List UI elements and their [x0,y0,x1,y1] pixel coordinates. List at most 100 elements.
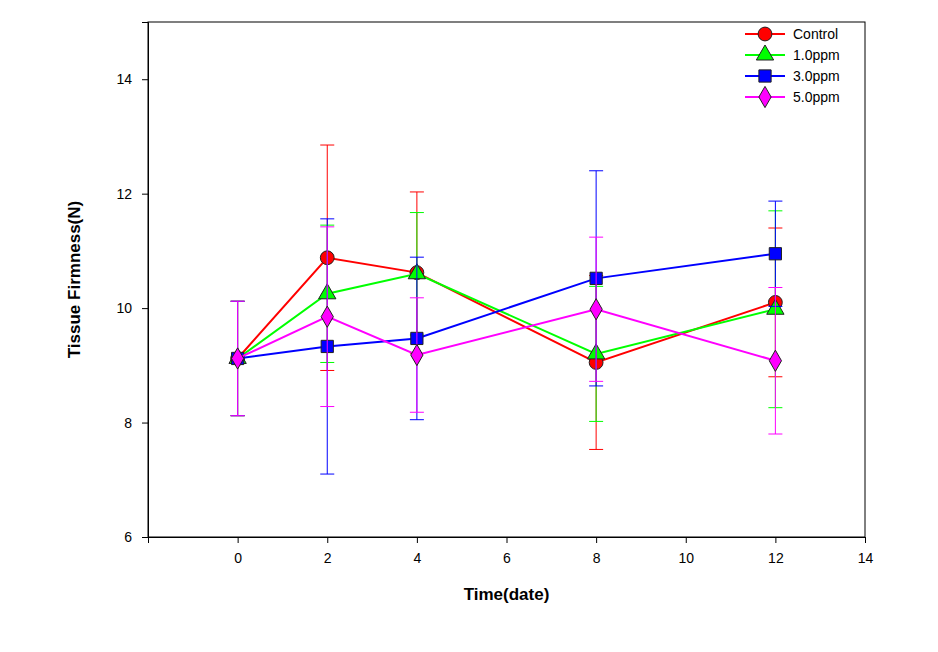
legend-marker [759,86,771,107]
x-tick-label: 14 [858,550,874,566]
error-bar-cap [768,434,782,435]
x-tick: 8 [593,537,601,566]
legend-label: 5.0ppm [793,89,840,105]
x-tick-label: 12 [768,550,784,566]
y-tick: 12 [116,186,148,202]
y-axis: 6 8 10 12 14 [116,23,148,545]
error-bar-cap [231,415,245,416]
error-bar-cap [231,415,245,416]
error-bar [410,257,424,420]
error-bar [320,219,334,474]
error-bar [320,227,334,407]
error-bar-cap [231,301,245,302]
x-tick-label: 10 [678,550,694,566]
marker [769,248,781,260]
error-bar-cap [768,287,782,288]
x-tick: 0 [234,537,242,566]
y-tick-label: 6 [124,529,132,545]
x-tick-mark [327,537,328,543]
x-tick: 6 [503,537,511,566]
series [231,145,783,449]
error-bar-stem [327,219,328,474]
error-bar [589,237,603,381]
legend-marker [758,27,772,41]
marker [590,299,602,320]
error-bar-cap [589,449,603,450]
marker [411,344,423,365]
x-tick-label: 2 [324,550,332,566]
error-bar-cap [320,474,334,475]
legend-item: Control [745,26,838,42]
x-tick-mark [238,537,239,543]
error-bar-cap [410,412,424,413]
error-bar-cap [231,415,245,416]
legend-label: Control [793,26,838,42]
y-axis-line [142,23,149,538]
error-bar-cap [768,201,782,202]
x-axis: 0 2 4 6 8 10 12 14 [149,537,874,566]
error-bar-stem [596,171,597,386]
chart: 0 2 4 6 8 10 12 14 6 8 10 12 14 Control 1.0ppm 3.0ppm 5.… [0,0,938,652]
error-bar-cap [589,381,603,382]
legend-item: 3.0ppm [745,68,840,84]
x-axis-line [149,538,866,544]
error-bar-cap [320,145,334,146]
y-tick-label: 12 [116,186,132,202]
x-tick-label: 6 [503,550,511,566]
error-bar-cap [410,212,424,213]
plot: 0 2 4 6 8 10 12 14 6 8 10 12 14 Control 1.0ppm 3.0ppm 5.… [116,22,873,566]
y-tick-label: 14 [116,71,132,87]
error-bar-cap [320,218,334,219]
error-bar [231,301,245,415]
x-tick-mark [417,537,418,543]
y-tick-mark [142,537,148,538]
y-tick-mark [142,194,148,195]
series-line [238,309,776,361]
x-tick: 14 [858,537,874,566]
y-tick-mark [142,79,148,80]
y-tick-mark [142,308,148,309]
marker [769,350,781,371]
series-line [238,254,776,359]
error-bar-cap [320,226,334,227]
error-bar [589,171,603,386]
error-bar-cap [410,257,424,258]
y-axis-title: Tissue Firmness(N) [65,201,84,358]
error-bar [231,301,245,415]
error-bar [231,301,245,415]
error-bar-cap [320,406,334,407]
legend-label: 3.0ppm [793,68,840,84]
error-bar [410,298,424,412]
series [229,211,784,422]
data-area [229,145,784,474]
x-tick: 12 [768,537,784,566]
x-tick: 10 [678,537,694,566]
x-tick: 4 [413,537,421,566]
plot-frame [148,22,865,537]
legend-marker [759,70,771,82]
legend-item: 1.0ppm [745,45,840,63]
error-bar-cap [410,419,424,420]
y-tick: 10 [116,300,148,316]
x-tick-mark [686,537,687,543]
legend-label: 1.0ppm [793,47,840,63]
error-bar [231,301,245,415]
y-tick: 6 [124,529,148,545]
x-tick-mark [865,537,866,543]
error-bar-cap [231,415,245,416]
marker [231,348,243,369]
y-tick-label: 10 [116,300,132,316]
error-bar-cap [589,170,603,171]
y-tick: 14 [116,71,148,87]
error-bar-cap [231,301,245,302]
error-bar-cap [589,385,603,386]
marker [321,306,333,327]
error-bar-cap [231,301,245,302]
series [231,227,783,434]
y-tick: 8 [124,415,148,431]
x-tick-mark [596,537,597,543]
error-bar-cap [589,237,603,238]
error-bar-cap [231,301,245,302]
y-tick-mark [142,423,148,424]
x-tick: 2 [324,537,332,566]
